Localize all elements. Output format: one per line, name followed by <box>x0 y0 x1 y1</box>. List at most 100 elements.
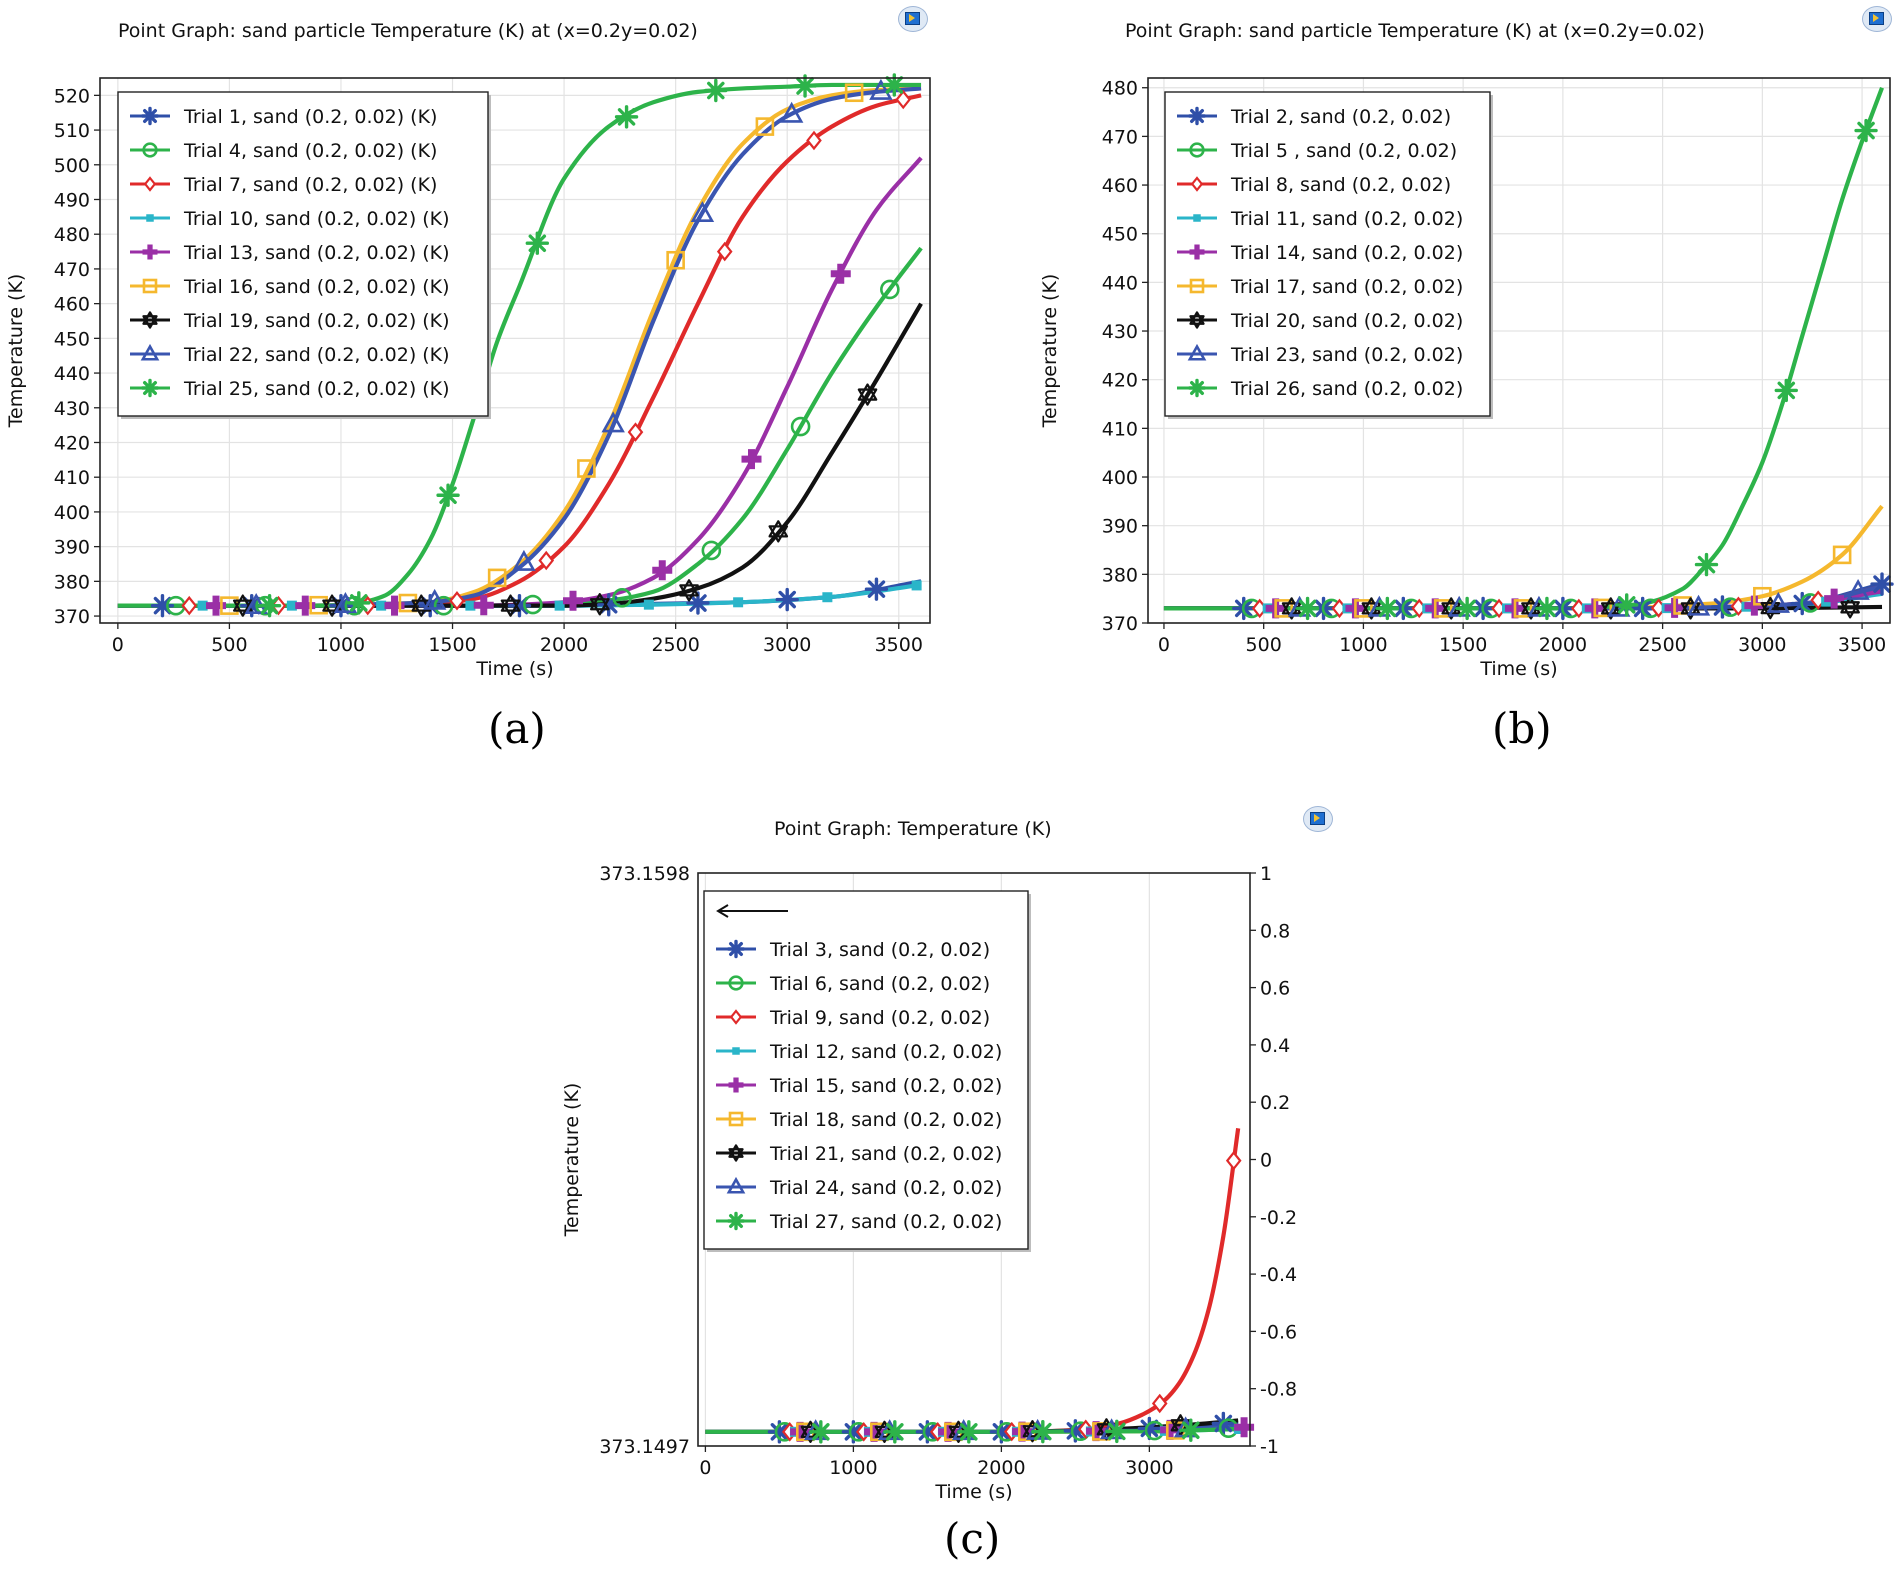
left-y-top-label: 373.1598 <box>599 863 690 885</box>
series-marker-3 <box>449 591 465 611</box>
legend-marker-1 <box>1187 106 1207 126</box>
series-marker-9 <box>436 483 460 507</box>
legend-label-2: Trial 5 , sand (0.2, 0.02) <box>1230 140 1457 162</box>
series-marker-7 <box>800 1420 821 1443</box>
panel-a-title: Point Graph: sand particle Temperature (… <box>118 20 698 42</box>
right-y-tick-label: 1 <box>1260 863 1272 885</box>
series-marker-4 <box>554 600 565 611</box>
series-marker-4 <box>643 599 654 610</box>
plot-frame <box>99 77 931 624</box>
legend-label-1: Trial 1, sand (0.2, 0.02) (K) <box>183 106 437 128</box>
series-marker-5 <box>473 595 494 616</box>
series-marker-2 <box>612 588 632 608</box>
series-marker-9 <box>614 105 639 129</box>
series-marker-7 <box>1840 596 1860 619</box>
y-tick-label: 430 <box>1102 321 1138 343</box>
series-marker-9 <box>1031 1419 1055 1444</box>
series-marker-4 <box>911 580 922 591</box>
series-marker-1 <box>507 593 532 618</box>
legend-box <box>117 91 489 417</box>
y-tick-label: 460 <box>1102 175 1138 197</box>
series-marker-1 <box>989 1420 1014 1444</box>
y-tick-label: 480 <box>54 224 90 246</box>
legend-label-7: Trial 20, sand (0.2, 0.02) <box>1230 310 1463 332</box>
series-marker-8 <box>1686 594 1711 616</box>
y-axis-label: Temperature (K) <box>561 1083 583 1238</box>
panel-c-app-icon <box>1303 806 1333 832</box>
series-marker-5 <box>1160 1419 1181 1440</box>
legend-marker-1 <box>726 939 746 959</box>
series-marker-3 <box>627 422 644 442</box>
x-tick-label: 1000 <box>317 634 365 656</box>
x-tick-label: 3500 <box>1838 634 1886 656</box>
panel-c-caption: (c) <box>944 1514 1001 1563</box>
series-marker-3 <box>806 130 822 151</box>
series-marker-6 <box>755 117 775 136</box>
series-marker-4 <box>822 592 833 603</box>
y-tick-label: 420 <box>54 432 90 454</box>
legend-label-4: Trial 12, sand (0.2, 0.02) <box>769 1041 1002 1063</box>
x-tick-label: 1500 <box>1439 634 1487 656</box>
y-tick-label: 370 <box>54 606 90 628</box>
series-marker-9 <box>793 74 817 98</box>
right-y-tick-label: 0 <box>1260 1150 1272 1172</box>
x-tick-label: 3000 <box>763 634 811 656</box>
series-marker-1 <box>915 1420 940 1444</box>
series-marker-4 <box>197 600 208 611</box>
legend: Trial 3, sand (0.2, 0.02) Trial 6, sand (… <box>703 890 1031 1252</box>
y-tick-label: 480 <box>1102 78 1138 100</box>
x-axis-label: Time (s) <box>934 1481 1012 1503</box>
legend-marker-9 <box>140 378 160 398</box>
left-y-bottom-label: 373.1497 <box>599 1436 690 1458</box>
series-marker-3 <box>1225 1150 1242 1171</box>
series-marker-1 <box>775 587 799 612</box>
y-tick-label: 410 <box>1102 418 1138 440</box>
legend-label-4: Trial 11, sand (0.2, 0.02) <box>1230 208 1463 230</box>
x-tick-label: 500 <box>1246 634 1282 656</box>
panel-a-caption: (a) <box>488 704 546 753</box>
legend-label-9: Trial 25, sand (0.2, 0.02) (K) <box>183 378 450 400</box>
y-tick-label: 500 <box>54 155 90 177</box>
legend-marker-8 <box>140 343 160 361</box>
series-marker-9 <box>347 591 371 615</box>
right-y-tick-label: -0.8 <box>1260 1379 1297 1401</box>
series-marker-7 <box>857 383 878 406</box>
chart-panel-c: 0 1000 2000 3000 Time (s) Temperature (K) Tria… <box>561 872 1255 1503</box>
y-tick-label: 470 <box>54 259 90 281</box>
series-marker-5 <box>652 560 673 581</box>
series-marker-6 <box>1513 599 1533 618</box>
panel-b-app-icon <box>1862 6 1892 32</box>
legend-marker-3 <box>143 176 157 192</box>
series-marker-8 <box>690 201 715 223</box>
legend-marker-9 <box>726 1211 746 1231</box>
legend-label-5: Trial 13, sand (0.2, 0.02) (K) <box>183 242 450 264</box>
series-marker-5 <box>1012 1421 1033 1442</box>
legend-label-3: Trial 7, sand (0.2, 0.02) (K) <box>183 174 437 196</box>
series-marker-5 <box>295 595 316 616</box>
legend-marker-2 <box>1189 142 1205 158</box>
legend-marker-4 <box>1193 214 1201 222</box>
x-tick-label: 1500 <box>428 634 476 656</box>
legend-marker-7 <box>728 1144 744 1162</box>
x-tick-label: 500 <box>211 634 247 656</box>
legend-marker-6 <box>728 1111 744 1127</box>
y-tick-label: 440 <box>1102 272 1138 294</box>
series-marker-5 <box>1824 588 1845 609</box>
series-marker-7 <box>322 594 342 617</box>
series-marker-4 <box>376 600 387 611</box>
series-marker-7 <box>874 1420 895 1443</box>
series-marker-3 <box>538 550 555 571</box>
series-marker-8 <box>422 588 447 610</box>
legend-marker-6 <box>142 278 158 294</box>
x-tick-label: 0 <box>112 634 124 656</box>
series-marker-1 <box>841 1420 866 1444</box>
series-marker-5 <box>741 449 762 470</box>
series-marker-8 <box>779 101 804 123</box>
series-marker-5 <box>938 1421 959 1442</box>
series-marker-1 <box>329 593 353 618</box>
legend-marker-9 <box>1187 378 1207 398</box>
legend-marker-7 <box>1189 311 1205 329</box>
series-marker-7 <box>948 1420 969 1443</box>
